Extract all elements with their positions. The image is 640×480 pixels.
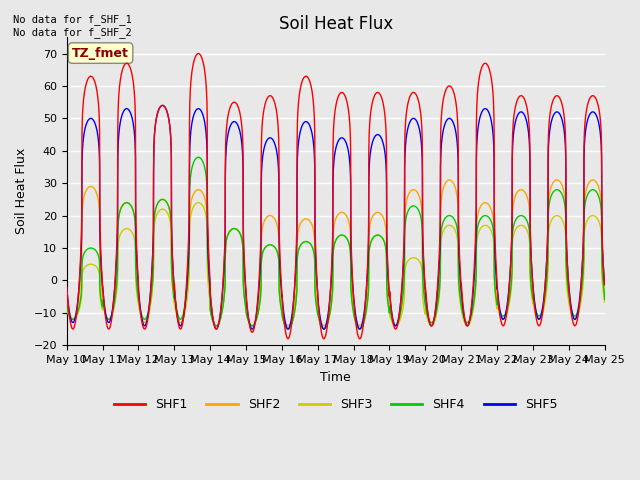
SHF1 [293,229,301,235]
Line: SHF1: SHF1 [67,54,605,339]
SHF5 [269,138,277,144]
SHF1 [156,104,164,110]
SHF3 [269,243,277,249]
SHF3 [63,307,70,313]
SHF4 [269,243,277,249]
Title: Soil Heat Flux: Soil Heat Flux [278,15,393,33]
SHF1 [124,61,132,67]
SHF2 [156,197,164,203]
SHF4 [156,197,164,203]
SHF2 [124,200,132,206]
Legend: SHF1, SHF2, SHF3, SHF4, SHF5: SHF1, SHF2, SHF3, SHF4, SHF5 [109,393,563,416]
SHF4 [284,326,292,332]
SHF1 [532,317,540,323]
SHF1 [601,282,609,288]
SHF3 [532,313,540,319]
SHF4 [601,297,609,302]
SHF5 [159,103,166,108]
SHF1 [269,96,277,102]
Line: SHF2: SHF2 [67,180,605,326]
SHF2 [445,177,453,183]
SHF5 [532,311,540,316]
SHF4 [195,155,202,160]
SHF5 [63,286,70,291]
SHF4 [532,310,540,315]
Line: SHF4: SHF4 [67,157,605,329]
SHF3 [195,200,202,205]
SHF2 [212,323,220,329]
Line: SHF5: SHF5 [67,106,605,329]
SHF1 [284,336,292,342]
SHF3 [293,290,301,296]
SHF2 [532,312,540,318]
SHF2 [269,214,277,220]
SHF5 [212,326,220,332]
Text: No data for f_SHF_1
No data for f_SHF_2: No data for f_SHF_1 No data for f_SHF_2 [13,14,132,38]
SHF4 [591,187,598,193]
SHF4 [293,290,301,296]
SHF2 [292,283,300,288]
Y-axis label: Soil Heat Flux: Soil Heat Flux [15,148,28,234]
SHF3 [124,226,132,232]
SHF5 [601,280,609,286]
SHF5 [591,110,598,116]
SHF3 [601,299,609,305]
SHF1 [591,94,598,99]
SHF1 [195,51,202,57]
SHF4 [63,304,70,310]
SHF3 [156,207,164,213]
SHF2 [601,294,609,300]
SHF3 [591,213,598,219]
X-axis label: Time: Time [321,371,351,384]
SHF4 [124,200,132,206]
SHF5 [293,242,301,248]
SHF1 [63,284,70,290]
SHF5 [124,107,132,112]
Line: SHF3: SHF3 [67,203,605,329]
SHF3 [284,326,292,332]
SHF5 [156,104,164,110]
Text: TZ_fmet: TZ_fmet [72,47,129,60]
SHF2 [63,294,70,300]
SHF2 [591,178,598,183]
